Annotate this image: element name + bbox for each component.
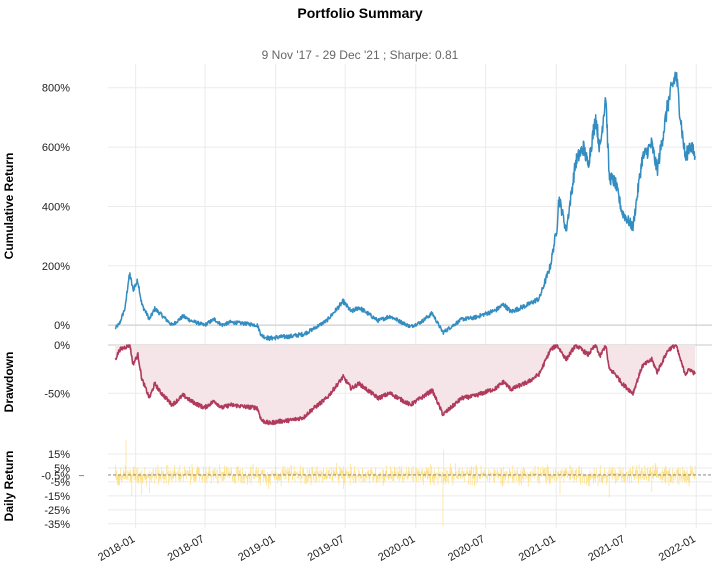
grid-layer xyxy=(108,64,712,528)
daily-return-bars xyxy=(114,440,696,527)
axis-layer: 2018-01 2018-07 2019-01 2019-07 2020-01 2020-… xyxy=(41,83,698,564)
cumulative-y-tick-label: 400% xyxy=(42,201,70,213)
drawdown-area xyxy=(115,345,696,425)
cumulative-y-tick-label: 0% xyxy=(54,320,70,332)
cumulative-return-line xyxy=(114,71,696,342)
ylabel-drawdown: Drawdown xyxy=(2,352,16,413)
ylabel-daily-return: Daily Return xyxy=(2,451,16,522)
chart-title: Portfolio Summary xyxy=(297,5,423,21)
drawdown-y-tick-label: -50% xyxy=(44,388,70,400)
x-tick-label: 2018-07 xyxy=(166,533,207,564)
x-tick-label: 2022-01 xyxy=(657,533,698,564)
chart-subtitle: 9 Nov '17 - 29 Dec '21 ; Sharpe: 0.81 xyxy=(261,48,459,62)
daily-y-tick-label: 5% xyxy=(54,463,70,475)
ylabel-cumulative: Cumulative Return xyxy=(2,153,16,260)
cumulative-y-tick-label: 200% xyxy=(42,261,70,273)
x-tick-label: 2018-01 xyxy=(96,533,137,564)
x-tick-label: 2021-07 xyxy=(586,533,627,564)
daily-y-tick-label: -25% xyxy=(44,505,70,517)
data-layer xyxy=(108,71,712,527)
daily-extra-tick-label: -0.5% xyxy=(41,471,70,483)
daily-y-tick-label: -35% xyxy=(44,519,70,531)
daily-y-tick-label: -15% xyxy=(44,491,70,503)
drawdown-line xyxy=(114,344,696,426)
x-tick-label: 2019-07 xyxy=(306,533,347,564)
cumulative-y-tick-label: 600% xyxy=(42,142,70,154)
x-tick-label: 2020-01 xyxy=(376,533,417,564)
x-tick-label: 2020-07 xyxy=(446,533,487,564)
x-tick-label: 2021-01 xyxy=(517,533,558,564)
drawdown-y-tick-label: 0% xyxy=(54,340,70,352)
x-tick-label: 2019-01 xyxy=(236,533,277,564)
cumulative-y-tick-label: 800% xyxy=(42,83,70,95)
daily-y-tick-label: -5% xyxy=(50,477,70,489)
daily-y-tick-label: 15% xyxy=(48,449,70,461)
